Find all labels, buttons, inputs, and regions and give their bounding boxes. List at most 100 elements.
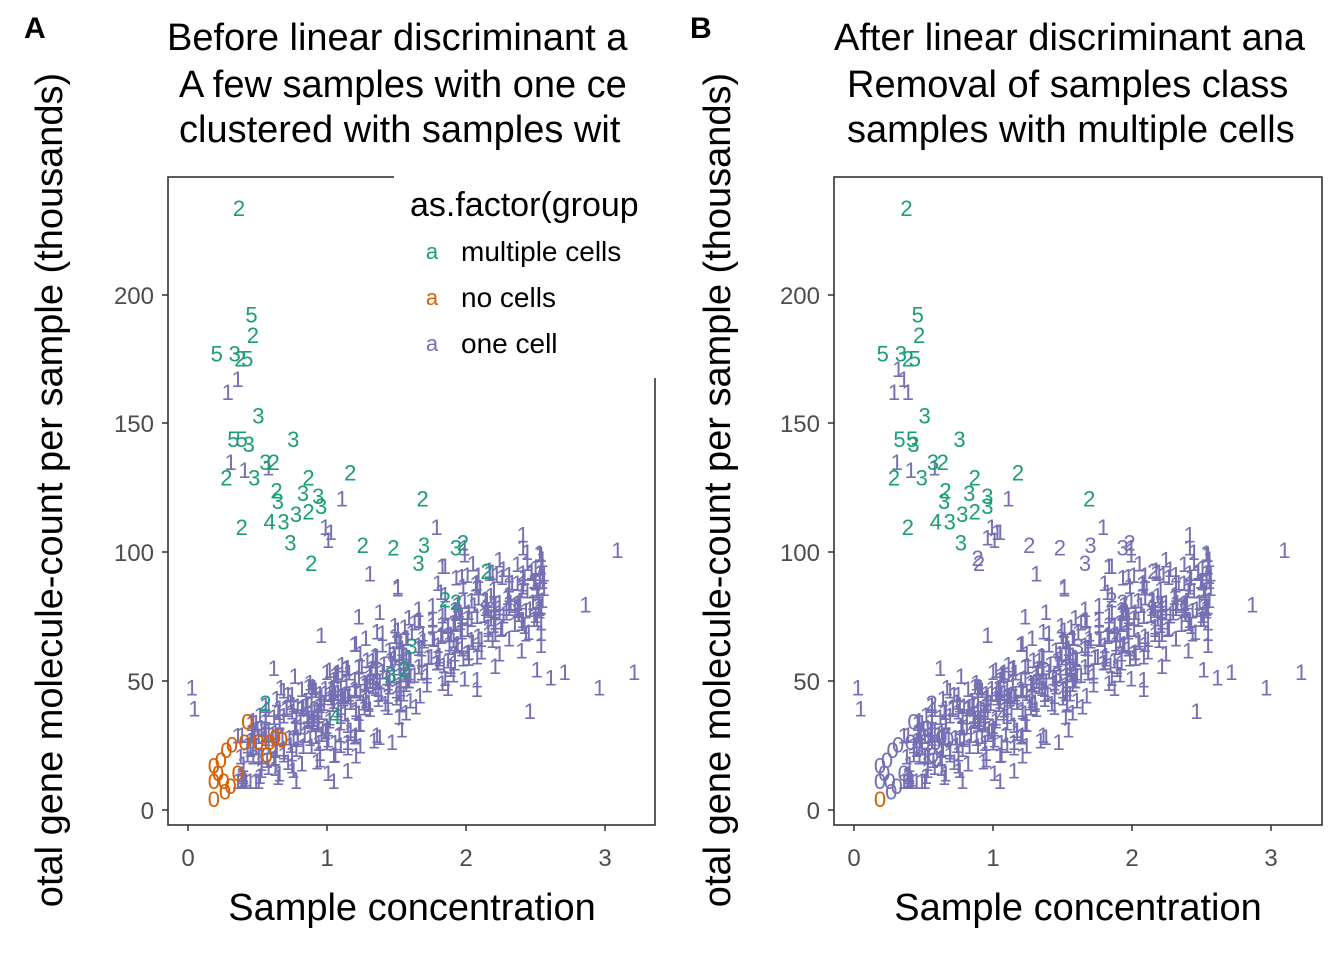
point-one-cell-b: 1: [1062, 640, 1074, 665]
point-multiple-cells-b: 2: [913, 323, 925, 348]
point-one-cell-a: 1: [394, 663, 406, 688]
point-one-cell-b: 1: [906, 769, 918, 794]
point-one-cell-b: 1: [1160, 547, 1172, 572]
point-one-cell-a: 1: [236, 769, 248, 794]
point-one-cell-a: 1: [373, 669, 385, 694]
point-one-cell-b: 1: [1063, 681, 1075, 706]
point-multiple-cells-b: 2: [902, 515, 914, 540]
point-one-cell-b: 1: [1153, 560, 1165, 585]
point-one-cell-a: 1: [508, 593, 520, 618]
point-one-cell-a: 1: [359, 688, 371, 713]
point-one-cell-b: 1: [1087, 659, 1099, 684]
point-one-cell-a: 1: [414, 683, 426, 708]
point-one-cell-b: 1: [1037, 723, 1049, 748]
point-one-cell-b: 1: [1030, 661, 1042, 686]
point-one-cell-a: 1: [364, 697, 376, 722]
point-one-cell-a: 1: [362, 692, 374, 717]
point-no-cells-a: 0: [231, 761, 243, 786]
point-one-cell-b: 1: [902, 723, 914, 748]
point-one-cell-b: 1: [912, 719, 924, 744]
x-tick-label: 0: [181, 845, 194, 872]
point-one-cell-a: 1: [336, 684, 348, 709]
point-one-cell-a: 1: [341, 736, 353, 761]
point-one-cell-b: 1: [1058, 575, 1070, 600]
point-one-cell-a: 1: [241, 743, 253, 768]
point-one-cell-a: 1: [536, 564, 548, 589]
point-one-cell-b: 1: [960, 715, 972, 740]
point-one-cell-b: 1: [1006, 670, 1018, 695]
point-one-cell-a: 1: [359, 673, 371, 698]
point-one-cell-b: 1: [1004, 687, 1016, 712]
point-one-cell-a: 1: [298, 723, 310, 748]
point-one-cell-a: 1: [270, 687, 282, 712]
point-one-cell-b: 1: [1029, 690, 1041, 715]
point-one-cell-a: 1: [308, 707, 320, 732]
point-one-cell-a: 1: [340, 656, 352, 681]
point-one-cell-b: 1: [1016, 723, 1028, 748]
point-one-cell-b: 1: [978, 703, 990, 728]
point-one-cell-a: 1: [364, 665, 376, 690]
point-one-cell-b: 1: [998, 697, 1010, 722]
point-one-cell-b: 1: [1001, 695, 1013, 720]
point-one-cell-b: 1: [1111, 622, 1123, 647]
point-one-cell-a: 1: [511, 552, 523, 577]
point-one-cell-b: 1: [1001, 711, 1013, 736]
point-one-cell-a: 1: [487, 598, 499, 623]
point-one-cell-b: 1: [1182, 611, 1194, 636]
point-one-cell-b: 1: [1063, 651, 1075, 676]
point-no-cells-a: 0: [238, 730, 250, 755]
point-one-cell-a: 1: [350, 679, 362, 704]
point-one-cell-b: 1: [998, 680, 1010, 705]
point-one-cell-a: 1: [287, 758, 299, 783]
point-one-cell-a: 1: [344, 690, 356, 715]
point-one-cell-b: 1: [1082, 637, 1094, 662]
plot-frame-b: [833, 176, 1323, 826]
point-one-cell-a: 1: [447, 628, 459, 653]
point-one-cell-a: 1: [493, 601, 505, 626]
point-one-cell-a: 1: [301, 703, 313, 728]
point-one-cell-a: 1: [336, 486, 348, 511]
point-one-cell-b: 1: [1178, 598, 1190, 623]
point-one-cell-b: 1: [914, 720, 926, 745]
point-one-cell-a: 1: [327, 668, 339, 693]
point-one-cell-a: 1: [461, 563, 473, 588]
point-one-cell-a: 1: [238, 458, 250, 483]
point-one-cell-b: 1: [913, 721, 925, 746]
point-one-cell-a: 1: [432, 650, 444, 675]
point-one-cell-a: 1: [368, 729, 380, 754]
point-one-cell-a: 1: [355, 653, 367, 678]
point-one-cell-b: 1: [925, 693, 937, 718]
point-one-cell-b: 1: [1109, 635, 1121, 660]
point-one-cell-a: 1: [410, 694, 422, 719]
point-one-cell-a: 1: [521, 579, 533, 604]
point-one-cell-b: 1: [1015, 667, 1027, 692]
point-multiple-cells-a: 2: [387, 536, 399, 561]
point-one-cell-a: 1: [348, 667, 360, 692]
point-one-cell-a: 1: [371, 619, 383, 644]
point-one-cell-a: 1: [326, 676, 338, 701]
point-one-cell-b: 1: [952, 753, 964, 778]
point-one-cell-b: 1: [1183, 523, 1195, 548]
point-one-cell-a: 1: [533, 598, 545, 623]
point-one-cell-b: 1: [949, 726, 961, 751]
legend-label-one-cell: one cell: [461, 328, 558, 359]
point-one-cell-b: 1: [1008, 656, 1020, 681]
point-one-cell-b: 1: [920, 764, 932, 789]
point-multiple-cells-a: 3: [315, 494, 327, 519]
point-one-cell-a: 1: [277, 737, 289, 762]
point-one-cell-b: 1: [958, 727, 970, 752]
point-one-cell-a: 1: [412, 633, 424, 658]
point-one-cell-b: 1: [1200, 598, 1212, 623]
point-one-cell-b: 1: [980, 741, 992, 766]
point-one-cell-b: 1: [1108, 648, 1120, 673]
point-one-cell-b: 1: [956, 737, 968, 762]
point-one-cell-b: 1: [1052, 652, 1064, 677]
point-one-cell-b: 1: [939, 710, 951, 735]
point-one-cell-a: 1: [273, 710, 285, 735]
point-one-cell-a: 1: [482, 615, 494, 640]
point-one-cell-b: 1: [927, 748, 939, 773]
point-one-cell-a: 1: [309, 678, 321, 703]
point-one-cell-a: 1: [478, 603, 490, 628]
point-one-cell-a: 1: [432, 571, 444, 596]
